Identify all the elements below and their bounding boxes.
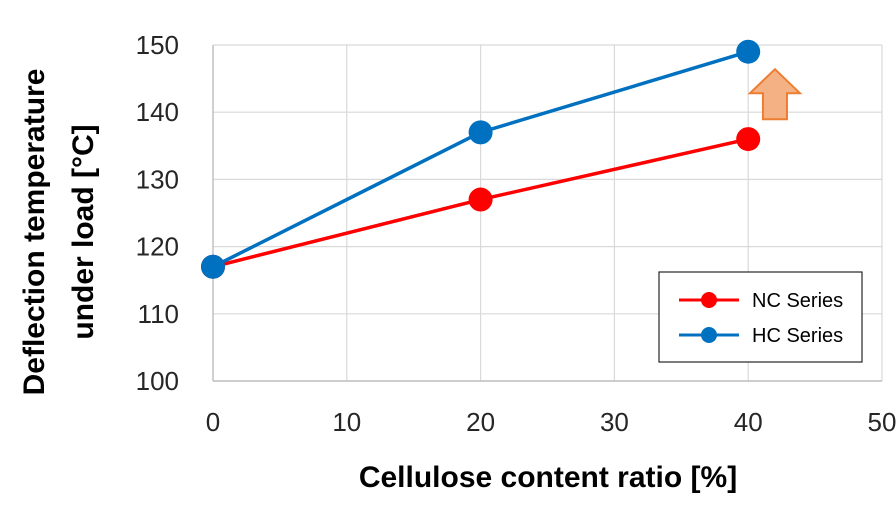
annotation-layer (747, 67, 803, 121)
up-arrow-annotation (747, 67, 803, 121)
legend-label-hc-series: HC Series (752, 325, 843, 347)
data-point-hc-series-0 (201, 254, 225, 279)
y-tick-label-110: 110 (138, 299, 179, 329)
y-axis-title-line1: Deflection temperature (18, 69, 51, 396)
legend-marker-hc-series (701, 327, 717, 343)
series-layer (201, 39, 761, 279)
x-axis-ticks: 0 10 20 30 40 50 (206, 407, 896, 437)
data-point-nc-series-40 (736, 127, 761, 152)
x-tick-label-40: 40 (734, 407, 763, 437)
legend-label-nc-series: NC Series (752, 290, 843, 312)
legend: NC Series HC Series (658, 271, 863, 363)
x-tick-label-20: 20 (466, 407, 495, 437)
data-point-nc-series-20 (468, 187, 493, 212)
data-point-hc-series-40 (736, 39, 761, 64)
y-tick-label-140: 140 (136, 97, 179, 127)
x-tick-label-10: 10 (332, 407, 361, 437)
legend-marker-nc-series (701, 292, 717, 308)
y-axis-ticks: 100 110 120 130 140 150 (136, 30, 179, 396)
y-tick-label-150: 150 (136, 30, 179, 60)
y-axis-title-line2: under load [°C] (67, 124, 100, 339)
data-point-hc-series-20 (468, 120, 493, 145)
x-tick-label-50: 50 (868, 407, 896, 437)
x-axis-title: Cellulose content ratio [%] (359, 461, 737, 494)
y-tick-label-130: 130 (136, 164, 179, 194)
x-tick-label-30: 30 (600, 407, 629, 437)
y-tick-label-120: 120 (136, 232, 179, 262)
legend-box (658, 271, 863, 363)
y-tick-label-100: 100 (136, 366, 179, 396)
x-tick-label-0: 0 (206, 407, 220, 437)
